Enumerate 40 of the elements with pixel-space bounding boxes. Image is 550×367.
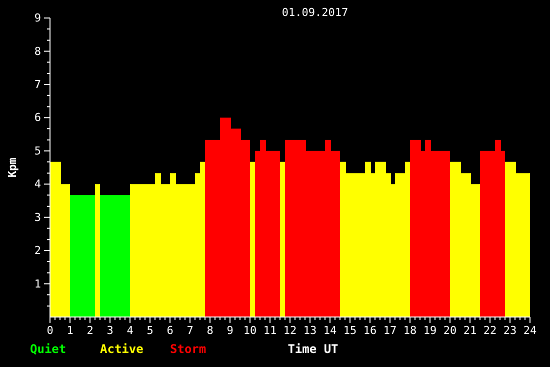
y-axis-title: Kpm: [6, 157, 19, 178]
x-tick-label: 15: [343, 324, 357, 337]
y-tick-label: 7: [34, 78, 41, 91]
x-tick-label: 0: [46, 324, 54, 337]
x-tick-label: 23: [503, 324, 517, 337]
x-tick-label: 1: [66, 324, 74, 337]
y-tick-label: 2: [34, 244, 41, 258]
x-tick-label: 17: [383, 324, 397, 337]
text: Quiet: [30, 342, 66, 356]
x-tick-label: 10: [243, 324, 257, 337]
x-tick-label: 14: [323, 324, 337, 337]
y-tick-label: 1: [34, 277, 41, 290]
x-axis-title: Time UT: [288, 342, 338, 356]
x-tick-label: 9: [226, 324, 234, 337]
x-tick-label: 4: [126, 324, 134, 337]
x-tick-label: 13: [303, 324, 317, 337]
x-tick-label: 18: [403, 324, 417, 337]
x-tick-label: 24: [523, 324, 537, 337]
x-tick-label: 2: [86, 324, 94, 337]
x-tick-label: 6: [166, 324, 174, 337]
chart-title: 01.09.2017: [282, 6, 348, 19]
x-tick-label: 3: [106, 324, 114, 337]
x-tick-label: 12: [283, 324, 297, 337]
x-tick-label: 19: [423, 324, 437, 337]
y-tick-label: 5: [34, 144, 41, 158]
y-tick-label: 8: [34, 44, 41, 58]
text: Storm: [170, 342, 206, 356]
x-tick-label: 5: [146, 324, 154, 337]
y-tick-label: 9: [34, 12, 41, 25]
x-tick-label: 11: [263, 324, 277, 337]
y-tick-label: 4: [34, 178, 42, 191]
x-tick-label: 20: [443, 324, 457, 337]
y-tick-label: 6: [34, 111, 41, 124]
x-tick-label: 7: [186, 324, 194, 337]
x-tick-label: 16: [363, 324, 377, 337]
x-tick-label: 8: [206, 324, 214, 337]
x-tick-label: 22: [483, 324, 497, 337]
x-tick-label: 21: [463, 324, 477, 337]
text: Active: [100, 342, 144, 356]
y-tick-label: 3: [34, 210, 41, 224]
